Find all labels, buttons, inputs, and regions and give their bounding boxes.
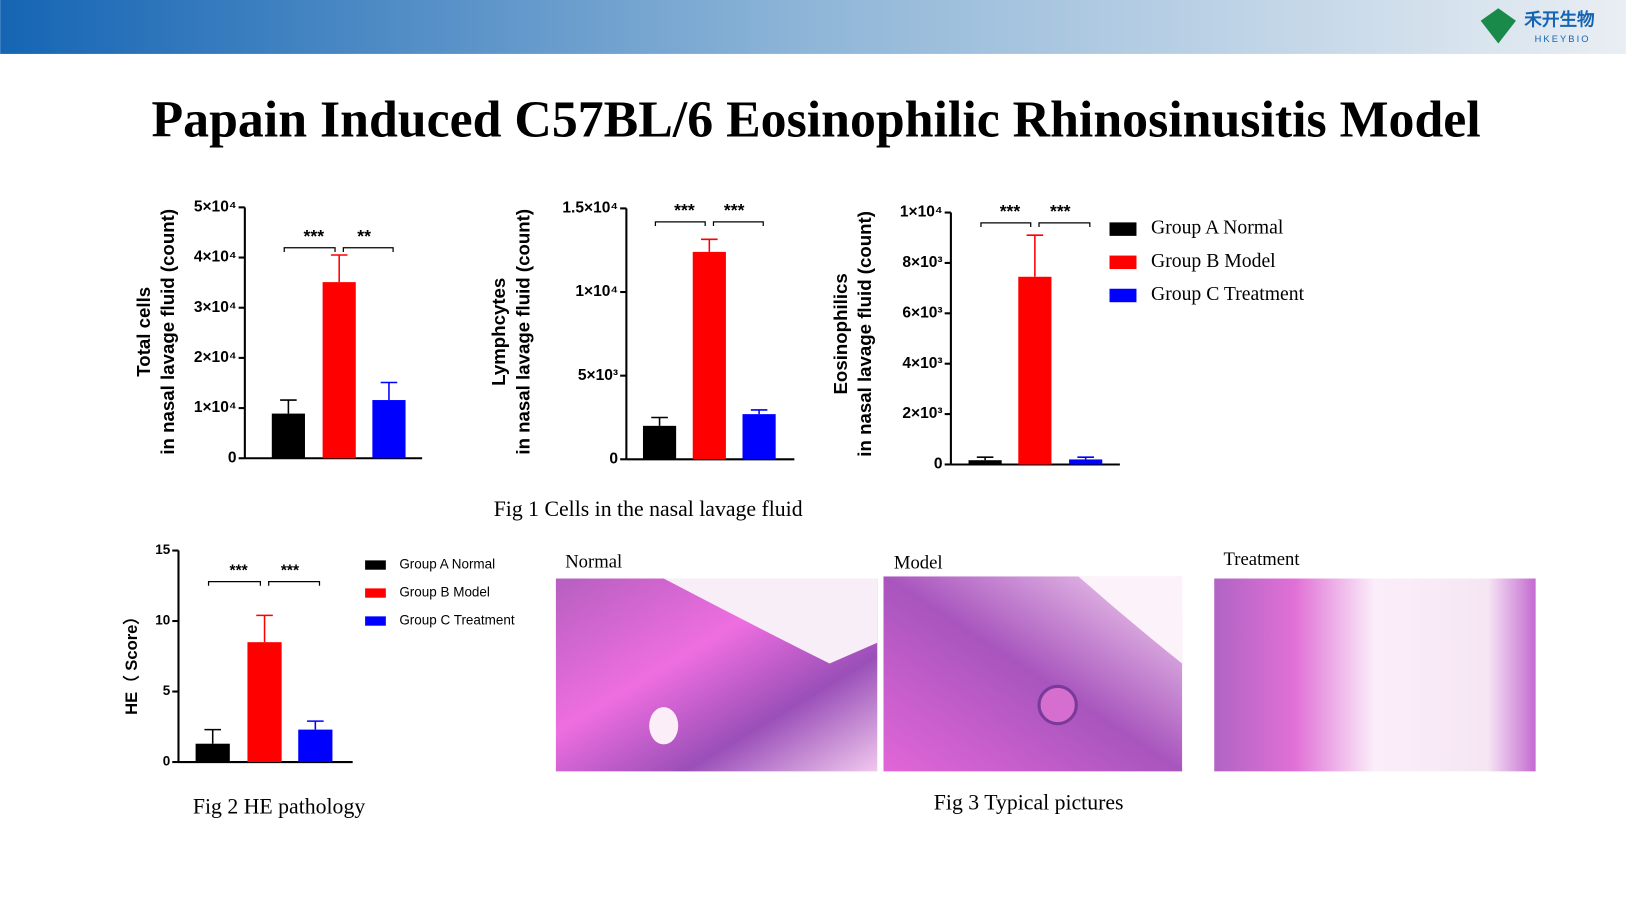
picture-label: Normal: [565, 551, 622, 572]
y-tick-label: 5×10³: [578, 367, 618, 384]
y-axis-label: HE（ Score）: [121, 608, 141, 715]
y-axis-label: Eosinophilics: [830, 273, 851, 394]
significance-bracket: [654, 221, 706, 227]
significance-bracket: [268, 581, 321, 586]
bar: [642, 425, 677, 460]
picture: [883, 576, 1183, 772]
significance-label: **: [357, 226, 371, 246]
y-axis-label: in nasal lavage fluid (count): [157, 209, 178, 455]
legend-label: Group C Treatment: [399, 613, 515, 628]
y-tick-label: 5×10⁴: [194, 198, 237, 215]
picture: [555, 578, 878, 772]
caption: Fig 1 Cells in the nasal lavage fluid: [494, 497, 803, 521]
caption: Fig 3 Typical pictures: [934, 791, 1124, 815]
y-tick-label: 5: [163, 683, 171, 698]
y-tick-label: 4×10⁴: [194, 249, 237, 266]
y-axis-label: Total cells: [133, 287, 154, 377]
bar: [271, 413, 305, 459]
logo-sub: HKEYBIO: [1535, 34, 1591, 44]
bar: [247, 642, 282, 763]
bar: [1069, 459, 1103, 465]
legend-label: Group A Normal: [1151, 217, 1284, 239]
legend-swatch: [365, 560, 386, 570]
significance-bracket: [207, 581, 262, 586]
y-tick-label: 1×10⁴: [900, 204, 943, 221]
legend-swatch: [1109, 255, 1137, 270]
bar: [372, 400, 406, 459]
picture: [1214, 578, 1536, 772]
bar: [1018, 276, 1052, 465]
legend-label: Group B Model: [1151, 250, 1276, 272]
logo-icon: [1480, 8, 1516, 44]
bar: [298, 729, 333, 763]
legend-label: Group C Treatment: [1151, 283, 1305, 305]
significance-label: ***: [724, 200, 745, 220]
y-axis-label: in nasal lavage fluid (count): [513, 209, 534, 455]
y-axis-label: in nasal lavage fluid (count): [854, 211, 875, 457]
significance-label: ***: [1050, 201, 1071, 221]
bar: [742, 414, 776, 460]
significance-bracket: [712, 221, 764, 227]
legend-swatch: [365, 616, 386, 626]
y-tick-label: 0: [163, 754, 171, 769]
picture-label: Model: [894, 552, 943, 573]
y-axis-label: Lymphcytes: [488, 278, 509, 386]
significance-label: ***: [281, 562, 300, 579]
y-tick-label: 2×10⁴: [194, 349, 237, 366]
significance-label: ***: [304, 226, 325, 246]
bar: [692, 251, 726, 460]
y-tick-label: 6×10³: [902, 304, 942, 321]
header-bar: [0, 0, 1626, 54]
legend-swatch: [1109, 222, 1137, 236]
caption: Fig 2 HE pathology: [193, 795, 365, 819]
y-tick-label: 1×10⁴: [194, 399, 237, 416]
bar: [322, 282, 356, 459]
y-tick-label: 0: [228, 449, 237, 466]
logo-name: 禾开生物: [1524, 9, 1595, 29]
bar: [195, 743, 230, 763]
y-tick-label: 0: [934, 456, 943, 473]
legend-swatch: [365, 588, 386, 598]
significance-bracket: [283, 247, 336, 252]
y-tick-label: 1×10⁴: [575, 283, 618, 300]
legend-label: Group A Normal: [399, 557, 495, 572]
significance-bracket: [980, 222, 1032, 228]
y-tick-label: 2×10³: [902, 405, 942, 422]
y-tick-label: 0: [609, 450, 618, 467]
y-tick-label: 3×10⁴: [194, 299, 237, 316]
y-tick-label: 8×10³: [902, 254, 942, 271]
significance-label: ***: [230, 562, 249, 579]
legend-swatch: [1109, 288, 1137, 303]
bar: [968, 460, 1002, 465]
y-tick-label: 10: [155, 613, 170, 628]
y-tick-label: 1.5×10⁴: [562, 200, 618, 217]
legend-label: Group B Model: [399, 585, 490, 600]
y-tick-label: 4×10³: [902, 355, 942, 372]
significance-bracket: [342, 247, 394, 252]
picture-label: Treatment: [1224, 549, 1301, 570]
significance-label: ***: [674, 200, 695, 220]
y-tick-label: 15: [155, 542, 170, 557]
significance-bracket: [1038, 222, 1091, 228]
significance-label: ***: [1000, 201, 1021, 221]
slide-title: Papain Induced C57BL/6 Eosinophilic Rhin…: [152, 91, 1481, 148]
